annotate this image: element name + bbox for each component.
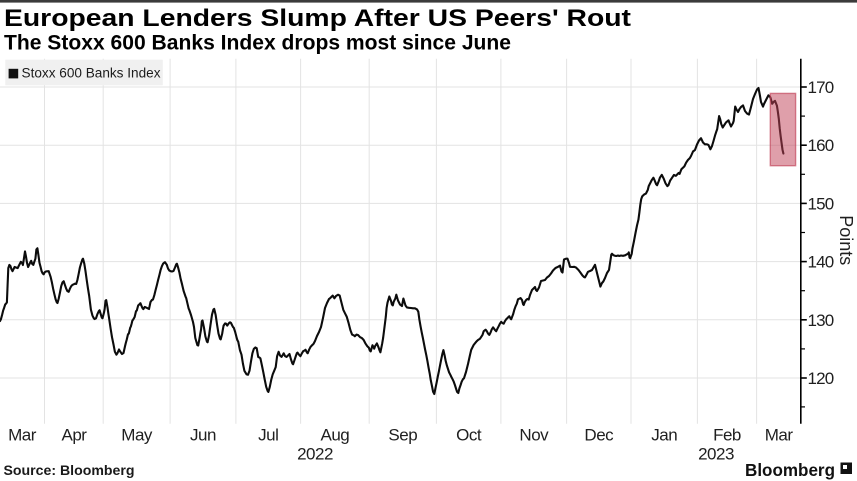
svg-text:Bloomberg: Bloomberg: [745, 460, 835, 480]
svg-text:Points: Points: [836, 215, 856, 265]
svg-text:170: 170: [808, 78, 834, 97]
svg-text:130: 130: [808, 311, 834, 330]
svg-text:140: 140: [808, 253, 834, 272]
svg-text:The Stoxx 600 Banks Index drop: The Stoxx 600 Banks Index drops most sin…: [4, 32, 511, 55]
svg-text:Oct: Oct: [456, 426, 482, 445]
svg-text:Source: Bloomberg: Source: Bloomberg: [4, 462, 135, 478]
svg-text:Mar: Mar: [765, 426, 794, 445]
svg-text:Jun: Jun: [190, 426, 216, 445]
svg-text:Apr: Apr: [62, 426, 88, 445]
svg-text:European Lenders Slump After U: European Lenders Slump After US Peers' R…: [4, 5, 631, 32]
svg-text:Feb: Feb: [713, 426, 741, 445]
svg-text:Nov: Nov: [519, 426, 549, 445]
svg-text:2022: 2022: [297, 445, 333, 464]
svg-text:150: 150: [808, 194, 834, 213]
svg-text:May: May: [121, 426, 153, 445]
svg-text:120: 120: [808, 369, 834, 388]
svg-text:Jul: Jul: [258, 426, 278, 445]
svg-text:Sep: Sep: [388, 426, 417, 445]
svg-text:Jan: Jan: [651, 426, 677, 445]
svg-text:160: 160: [808, 136, 834, 155]
svg-text:Aug: Aug: [321, 426, 350, 445]
svg-text:Dec: Dec: [584, 426, 614, 445]
svg-text:Stoxx 600 Banks Index: Stoxx 600 Banks Index: [22, 66, 161, 82]
svg-text:2023: 2023: [698, 445, 734, 464]
svg-text:Mar: Mar: [8, 426, 37, 445]
